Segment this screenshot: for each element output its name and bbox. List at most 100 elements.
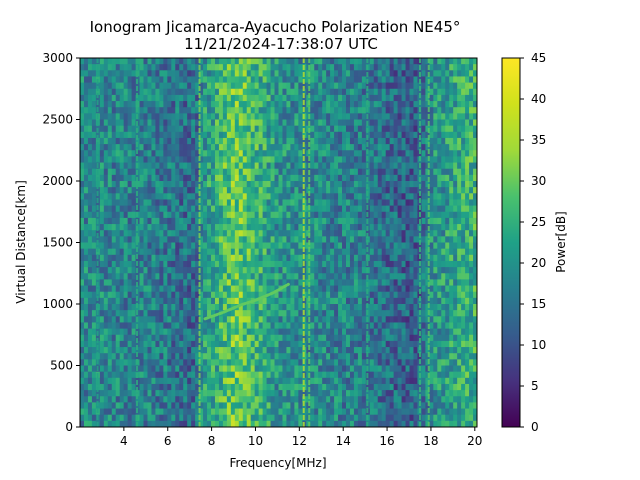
heatmap-cell [242,94,248,102]
heatmap-cell [203,254,208,262]
heatmap-cell [342,162,347,170]
heatmap-cell [397,217,402,225]
heatmap-cell [318,125,323,133]
heatmap-cell [163,260,168,268]
heatmap-cell [389,174,395,182]
heatmap-cell [318,267,323,274]
heatmap-cell [175,273,180,280]
heatmap-cell [91,402,97,409]
heatmap-cell [286,297,291,305]
heatmap-cell [393,217,398,225]
heatmap-cell [326,402,331,409]
heatmap-cell [131,285,136,293]
heatmap-cell [270,205,275,213]
heatmap-cell [246,187,252,194]
heatmap-cell [203,144,208,151]
heatmap-cell [199,137,204,145]
heatmap-cell [274,414,279,422]
heatmap-cell [242,199,248,206]
heatmap-cell [373,88,379,96]
heatmap-cell [127,230,133,237]
heatmap-cell [187,248,192,256]
heatmap-cell [393,248,398,256]
heatmap-cell [405,285,410,293]
heatmap-cell [80,82,85,90]
heatmap-cell [207,119,212,127]
heatmap-cell [389,254,395,262]
heatmap-cell [171,285,176,293]
heatmap-cell [119,64,125,71]
heatmap-cell [250,76,256,83]
heatmap-cell [385,113,391,120]
heatmap-cell [139,365,144,373]
heatmap-cell [286,359,291,366]
heatmap-cell [115,181,121,188]
heatmap-cell [342,334,347,342]
heatmap-cell [385,291,391,299]
heatmap-cell [314,76,319,83]
heatmap-cell [218,162,224,170]
heatmap-cell [91,193,97,200]
heatmap-cell [163,347,168,354]
heatmap-cell [338,199,343,206]
heatmap-cell [254,193,260,200]
heatmap-cell [266,82,271,90]
heatmap-cell [274,199,279,206]
heatmap-cell [95,193,101,200]
heatmap-cell [99,328,105,336]
heatmap-cell [83,359,89,366]
heatmap-cell [401,408,406,416]
heatmap-cell [266,168,271,176]
heatmap-cell [127,88,133,96]
heatmap-cell [361,297,367,305]
heatmap-cell [338,242,343,250]
heatmap-cell [167,119,172,127]
heatmap-cell [262,273,267,280]
heatmap-cell [397,285,402,293]
heatmap-cell [310,402,315,409]
heatmap-cell [238,316,244,323]
heatmap-cell [234,168,240,176]
heatmap-cell [377,285,383,293]
heatmap-cell [159,248,164,256]
heatmap-cell [369,260,375,268]
heatmap-cell [246,101,252,108]
heatmap-cell [242,353,248,360]
heatmap-cell [131,377,136,385]
heatmap-cell [203,156,208,163]
heatmap-cell [167,205,172,213]
heatmap-cell [373,131,379,139]
heatmap-cell [369,285,375,293]
heatmap-cell [318,107,323,114]
heatmap-cell [147,137,152,145]
heatmap-cell [310,365,315,373]
heatmap-cell [357,211,363,219]
heatmap-cell [115,316,121,323]
heatmap-cell [171,328,176,336]
heatmap-cell [127,279,133,286]
heatmap-cell [322,131,327,139]
heatmap-cell [183,347,188,354]
heatmap-cell [298,328,303,336]
heatmap-cell [318,70,323,77]
heatmap-cell [226,297,232,305]
heatmap-cell [318,119,323,127]
heatmap-cell [294,70,299,77]
heatmap-cell [401,156,406,163]
heatmap-cell [401,273,406,280]
heatmap-cell [389,359,395,366]
heatmap-cell [294,156,299,163]
heatmap-cell [199,76,204,83]
heatmap-cell [99,119,105,127]
heatmap-cell [318,408,323,416]
heatmap-cell [123,150,129,157]
heatmap-cell [278,230,283,237]
heatmap-cell [405,230,410,237]
heatmap-cell [183,162,188,170]
heatmap-cell [131,279,136,286]
heatmap-cell [139,144,144,151]
heatmap-cell [262,371,267,379]
heatmap-cell [377,390,383,397]
heatmap-cell [123,297,129,305]
heatmap-cell [155,150,160,157]
